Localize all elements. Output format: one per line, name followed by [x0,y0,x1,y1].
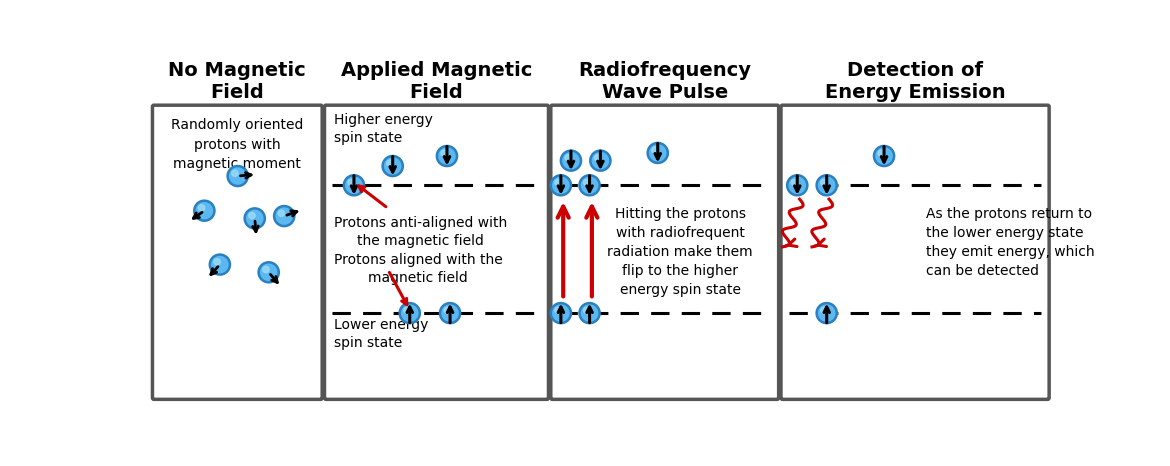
Circle shape [820,179,827,185]
Circle shape [584,179,590,185]
Text: Detection of
Energy Emission: Detection of Energy Emission [825,61,1005,102]
Circle shape [347,179,355,185]
Text: Applied Magnetic
Field: Applied Magnetic Field [340,61,532,102]
Text: Radiofrequency
Wave Pulse: Radiofrequency Wave Pulse [578,61,751,102]
Circle shape [194,201,214,221]
Circle shape [791,179,798,185]
Circle shape [565,155,571,161]
Circle shape [787,175,807,195]
Text: Hitting the protons
with radiofrequent
radiation make them
flip to the higher
en: Hitting the protons with radiofrequent r… [607,207,753,297]
Circle shape [436,146,457,166]
Text: Protons anti-aligned with
the magnetic field: Protons anti-aligned with the magnetic f… [333,216,507,248]
FancyBboxPatch shape [324,105,549,399]
Circle shape [199,205,205,211]
Circle shape [259,262,278,282]
Circle shape [874,146,894,166]
Circle shape [209,254,230,274]
Circle shape [820,307,827,314]
Circle shape [386,160,393,166]
Circle shape [344,175,364,195]
Circle shape [262,266,269,273]
Text: Randomly oriented
protons with
magnetic moment: Randomly oriented protons with magnetic … [171,118,303,171]
Circle shape [591,151,611,171]
Circle shape [555,307,562,314]
FancyBboxPatch shape [152,105,322,399]
Circle shape [404,307,411,314]
Circle shape [278,210,284,217]
Circle shape [652,147,659,153]
Text: Protons aligned with the
magnetic field: Protons aligned with the magnetic field [333,253,503,286]
Circle shape [383,156,402,176]
Circle shape [249,212,255,219]
Circle shape [817,175,837,195]
Circle shape [555,179,562,185]
Circle shape [214,259,220,265]
Circle shape [551,303,571,323]
Text: No Magnetic
Field: No Magnetic Field [168,61,307,102]
Text: As the protons return to
the lower energy state
they emit energy, which
can be d: As the protons return to the lower energ… [925,207,1094,278]
Circle shape [274,206,295,226]
Circle shape [579,303,599,323]
Circle shape [579,175,599,195]
Circle shape [551,175,571,195]
Circle shape [441,150,447,157]
Circle shape [228,166,248,186]
FancyBboxPatch shape [782,105,1049,399]
Text: Lower energy
spin state: Lower energy spin state [333,318,428,350]
Text: Higher energy
spin state: Higher energy spin state [333,113,433,145]
Circle shape [232,170,239,177]
FancyBboxPatch shape [551,105,779,399]
Circle shape [878,150,885,157]
Circle shape [400,303,420,323]
Circle shape [443,307,450,314]
Circle shape [584,307,590,314]
Circle shape [817,303,837,323]
Circle shape [594,155,601,161]
Circle shape [648,143,668,163]
Circle shape [245,208,264,228]
Circle shape [440,303,460,323]
Circle shape [560,151,581,171]
